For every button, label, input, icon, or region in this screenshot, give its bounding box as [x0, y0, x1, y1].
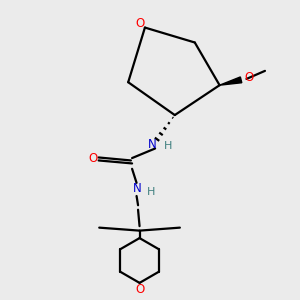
- Text: O: O: [135, 283, 144, 296]
- Polygon shape: [220, 77, 242, 85]
- Text: O: O: [88, 152, 97, 165]
- Text: H: H: [164, 141, 172, 152]
- Text: N: N: [148, 137, 157, 151]
- Text: O: O: [136, 17, 145, 31]
- Text: O: O: [244, 71, 253, 84]
- Text: H: H: [147, 187, 155, 196]
- Text: N: N: [133, 182, 142, 195]
